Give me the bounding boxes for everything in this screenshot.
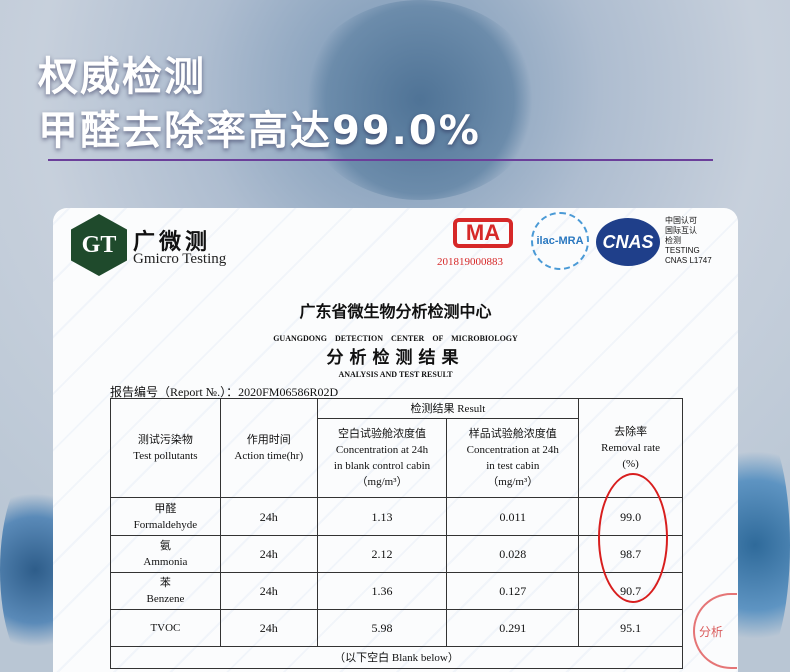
- table-row: 甲醛 Formaldehyde 24h 1.13 0.011 99.0: [110, 497, 683, 536]
- ilac-mra-logo: ilac-MRA: [531, 212, 589, 270]
- pollutant-cell: 苯 Benzene: [110, 572, 221, 610]
- test-cell: 0.291: [446, 609, 580, 647]
- official-stamp: 分析: [693, 593, 737, 669]
- gmicro-logo: GT: [71, 214, 127, 276]
- time-cell: 24h: [219, 572, 318, 610]
- time-cell: 24h: [219, 535, 318, 573]
- cnas-line: 国际互认: [665, 226, 697, 235]
- blank-cell: 1.36: [316, 572, 448, 610]
- time-cell: 24h: [219, 609, 318, 647]
- blank-cell: 5.98: [316, 609, 448, 647]
- brand-name-cn: 广微测: [133, 230, 212, 255]
- cnas-line: 中国认可: [665, 216, 697, 225]
- highlight-circle: [598, 473, 668, 603]
- blank-below: （以下空白 Blank below）: [110, 646, 683, 669]
- divider: [48, 159, 713, 161]
- header-test: 样品试验舱浓度值 Concentration at 24h in test cabi…: [446, 418, 580, 498]
- brand-name-en: Gmicro Testing: [133, 251, 227, 267]
- blank-cell: 1.13: [316, 497, 448, 536]
- pollutant-cell: TVOC: [110, 609, 221, 647]
- cma-logo: MA: [453, 218, 513, 248]
- headline-line2: 甲醛去除率高达99.0%: [38, 108, 481, 154]
- table-row: 氨 Ammonia 24h 2.12 0.028 98.7: [110, 535, 683, 573]
- headline-line1: 权威检测: [38, 54, 206, 100]
- header-result: 检测结果 Result: [316, 398, 580, 419]
- cnas-line: 检测: [665, 236, 681, 245]
- cma-number: 201819000883: [437, 256, 503, 268]
- report-title-cn: 广东省微生物分析检测中心: [299, 302, 492, 321]
- report-subtitle-en: ANALYSIS AND TEST RESULT: [338, 370, 453, 379]
- report-title-en: GUANGDONG DETECTION CENTER OF MICROBIOLO…: [273, 334, 518, 343]
- table-row: 苯 Benzene 24h 1.36 0.127 90.7: [110, 572, 683, 610]
- test-report: GT 广微测 Gmicro Testing MA 201819000883 il…: [53, 208, 738, 672]
- pollutant-cell: 氨 Ammonia: [110, 535, 221, 573]
- header-blank: 空白试验舱浓度值 Concentration at 24h in blank con…: [316, 418, 448, 498]
- cnas-logo: CNAS: [596, 218, 660, 266]
- pollutant-cell: 甲醛 Formaldehyde: [110, 497, 221, 536]
- test-cell: 0.127: [446, 572, 580, 610]
- header-time: 作用时间 Action time(hr): [219, 398, 318, 498]
- time-cell: 24h: [219, 497, 318, 536]
- cnas-text: 中国认可 国际互认 检测 TESTING CNAS L1747: [665, 216, 725, 266]
- virus-background: [300, 0, 540, 200]
- blank-cell: 2.12: [316, 535, 448, 573]
- report-number: 报告编号（Report №.）：2020FM06586R02D: [110, 385, 339, 399]
- results-table: 测试污染物 Test pollutants 作用时间 Action time(hr)…: [110, 398, 683, 669]
- cnas-line: CNAS L1747: [665, 256, 712, 265]
- test-cell: 0.011: [446, 497, 580, 536]
- table-row: TVOC 24h 5.98 0.291 95.1: [110, 609, 683, 647]
- test-cell: 0.028: [446, 535, 580, 573]
- rate-cell: 95.1: [578, 609, 683, 647]
- header-pollutant: 测试污染物 Test pollutants: [110, 398, 221, 498]
- cnas-line: TESTING: [665, 246, 700, 255]
- report-subtitle-cn: 分析检测结果: [326, 348, 465, 368]
